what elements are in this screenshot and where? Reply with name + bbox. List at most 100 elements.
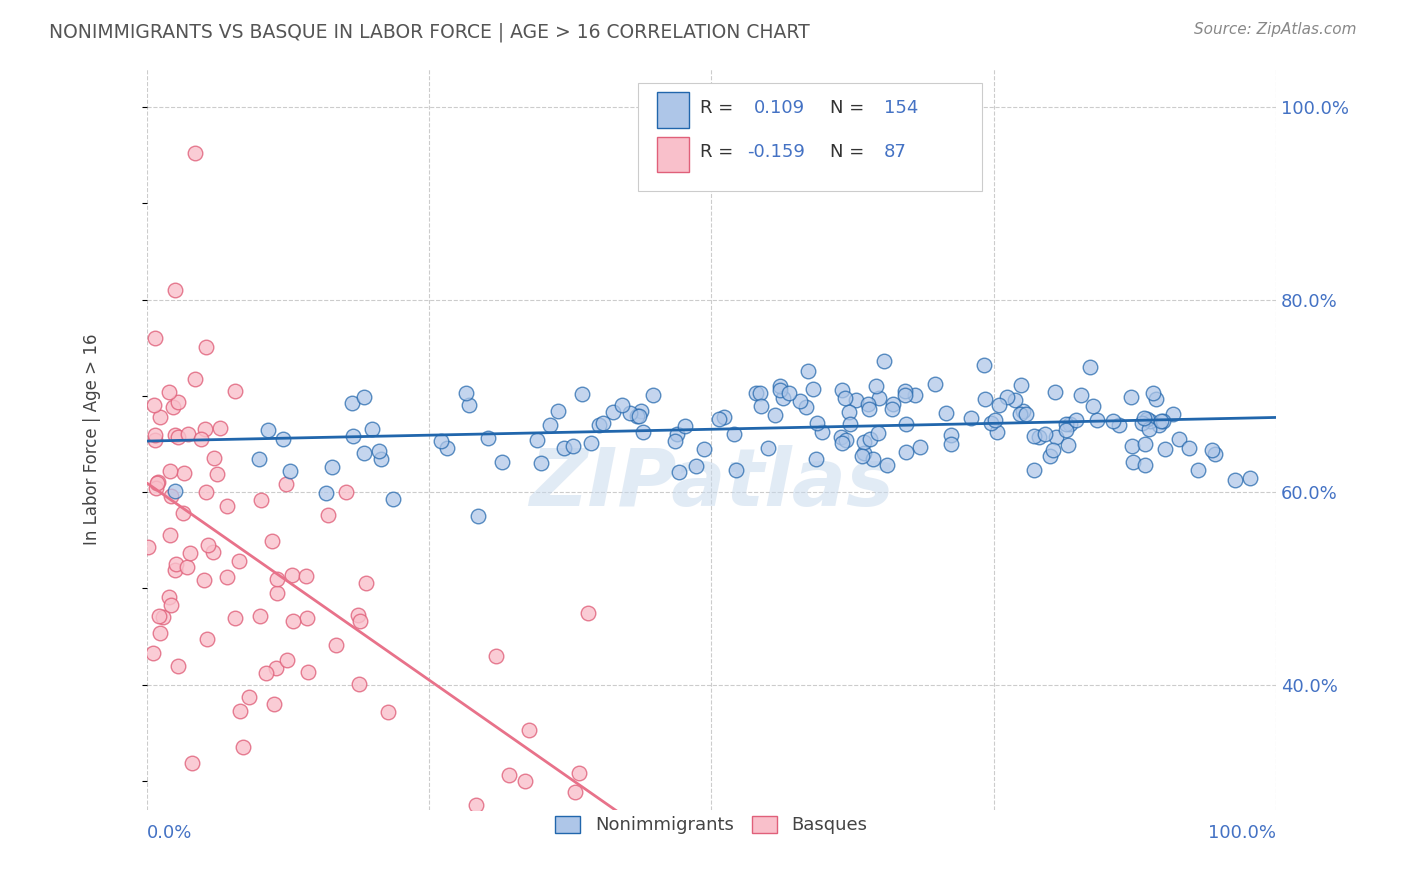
- Point: [152, 610, 174, 624]
- Point: [260, 533, 283, 548]
- Point: [1101, 414, 1123, 428]
- Point: [876, 458, 898, 473]
- Point: [1223, 474, 1246, 488]
- Point: [894, 417, 917, 431]
- Point: [1161, 407, 1184, 421]
- Point: [517, 723, 540, 737]
- Point: [382, 492, 405, 507]
- Point: [321, 460, 343, 475]
- Point: [315, 485, 337, 500]
- Point: [162, 401, 184, 415]
- Text: In Labor Force | Age > 16: In Labor Force | Age > 16: [83, 334, 101, 545]
- Point: [797, 364, 820, 378]
- Point: [148, 475, 170, 489]
- Point: [1130, 417, 1153, 431]
- Point: [1064, 412, 1087, 426]
- Point: [456, 386, 478, 401]
- Point: [335, 485, 357, 500]
- Point: [831, 436, 853, 450]
- Point: [789, 394, 811, 409]
- Point: [177, 427, 200, 442]
- Point: [1085, 413, 1108, 427]
- Point: [882, 397, 904, 411]
- Point: [838, 405, 860, 419]
- Point: [491, 455, 513, 469]
- Point: [266, 572, 288, 586]
- Point: [368, 443, 391, 458]
- Point: [1042, 443, 1064, 458]
- Point: [980, 416, 1002, 430]
- Point: [834, 392, 856, 406]
- Point: [1132, 410, 1154, 425]
- Point: [564, 785, 586, 799]
- Point: [835, 433, 858, 447]
- Point: [160, 598, 183, 612]
- Point: [1081, 399, 1104, 413]
- Point: [1010, 377, 1032, 392]
- Text: R =: R =: [700, 144, 740, 161]
- Point: [859, 432, 882, 446]
- Point: [641, 388, 664, 402]
- Point: [866, 425, 889, 440]
- Point: [266, 586, 288, 600]
- Point: [924, 376, 946, 391]
- Point: [370, 452, 392, 467]
- Point: [547, 404, 569, 418]
- Point: [215, 499, 238, 513]
- Legend: Nonimmigrants, Basques: Nonimmigrants, Basques: [548, 808, 875, 842]
- Point: [224, 384, 246, 398]
- Point: [939, 437, 962, 451]
- Point: [165, 483, 187, 498]
- Point: [896, 445, 918, 459]
- Point: [1121, 439, 1143, 453]
- Point: [1144, 392, 1167, 406]
- Point: [465, 797, 488, 812]
- Point: [316, 508, 339, 523]
- Point: [176, 559, 198, 574]
- Point: [811, 425, 834, 439]
- Point: [224, 611, 246, 625]
- Point: [576, 606, 599, 620]
- Point: [457, 398, 479, 412]
- Text: 0.109: 0.109: [754, 99, 806, 117]
- Point: [707, 412, 730, 426]
- Point: [1045, 385, 1067, 400]
- Point: [250, 493, 273, 508]
- Point: [257, 423, 280, 437]
- Point: [477, 431, 499, 445]
- Point: [1022, 463, 1045, 477]
- Point: [143, 331, 166, 345]
- Point: [763, 408, 786, 422]
- Point: [939, 428, 962, 442]
- Point: [157, 591, 180, 605]
- Point: [342, 428, 364, 442]
- Text: 87: 87: [884, 144, 907, 161]
- Point: [247, 452, 270, 467]
- Point: [1201, 442, 1223, 457]
- Point: [725, 462, 748, 476]
- Point: [880, 402, 903, 417]
- Point: [159, 528, 181, 542]
- Point: [988, 398, 1011, 412]
- Point: [612, 399, 634, 413]
- Point: [194, 484, 217, 499]
- Point: [1119, 390, 1142, 404]
- Point: [1015, 407, 1038, 421]
- Point: [526, 433, 548, 447]
- Point: [856, 397, 879, 411]
- Point: [194, 340, 217, 354]
- Point: [1139, 414, 1161, 428]
- Point: [263, 698, 285, 712]
- Text: N =: N =: [830, 99, 865, 117]
- Point: [862, 451, 884, 466]
- Point: [238, 690, 260, 704]
- Point: [273, 433, 295, 447]
- Point: [1121, 455, 1143, 469]
- Point: [190, 432, 212, 446]
- Point: [360, 422, 382, 436]
- Point: [184, 146, 207, 161]
- Point: [1137, 422, 1160, 436]
- Point: [278, 464, 301, 478]
- Point: [581, 435, 603, 450]
- Point: [179, 546, 201, 560]
